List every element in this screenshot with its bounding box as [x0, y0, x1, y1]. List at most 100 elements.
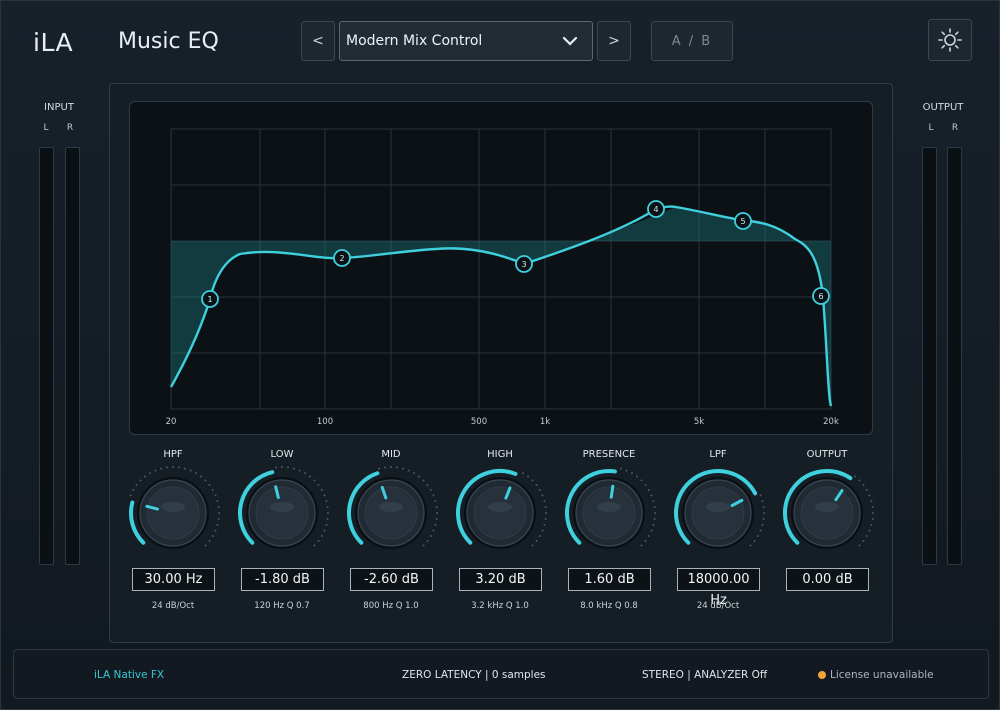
knob-track-dot [761, 500, 764, 503]
knob-track-dot [139, 479, 142, 482]
knob-dial[interactable] [450, 463, 550, 563]
knob-track-dot [320, 535, 323, 537]
knob-cap [473, 486, 527, 540]
license-status-dot [818, 671, 826, 679]
output-meter-title: OUTPUT [922, 102, 964, 113]
knob-track-dot [183, 467, 186, 470]
knob-track-dot [132, 489, 135, 491]
knob-track-dot [200, 475, 202, 478]
knob-high[interactable]: HIGH 3.20 dB 3.2 kHz Q 1.0 [450, 449, 550, 619]
knob-track-dot [172, 466, 174, 468]
knob-value-field[interactable]: 18000.00 Hz [677, 568, 760, 608]
knob-track-dot [204, 544, 207, 547]
preset-dropdown[interactable]: Modern Mix Control [339, 21, 593, 61]
knob-pointer [834, 489, 844, 502]
knob-track-dot [871, 518, 874, 520]
knob-track-dot [871, 506, 874, 508]
knob-value-arc [129, 500, 146, 545]
knob-value-field[interactable]: 3.20 dB [459, 568, 542, 591]
knob-track-dot [413, 472, 415, 475]
knob-track-dot [323, 529, 326, 532]
knob-track-dot [211, 489, 214, 491]
knob-track-dot [759, 494, 762, 497]
knob-value-arc [456, 469, 518, 545]
knob-output[interactable]: OUTPUT 0.00 dB [777, 449, 877, 619]
knob-dial[interactable] [232, 463, 332, 563]
knob-value-arc [565, 469, 617, 545]
knob-track-dot [135, 484, 138, 486]
input-meter-title: INPUT [44, 102, 74, 113]
knob-dial[interactable] [123, 463, 223, 563]
knob-track-dot [422, 544, 425, 547]
knob-title: PRESENCE [582, 449, 636, 460]
knob-value-field[interactable]: 30.00 Hz [132, 568, 215, 591]
eq-fill-area [171, 207, 831, 406]
knob-dial[interactable] [341, 463, 441, 563]
knob-hpf[interactable]: HPF 30.00 Hz 24 dB/Oct [123, 449, 223, 619]
knob-sub-label: 3.2 kHz Q 1.0 [471, 601, 529, 611]
output-left-label: L [928, 123, 934, 133]
knob-dial[interactable] [668, 463, 768, 563]
eq-graph[interactable]: 1 2 3 4 5 6 20 100 500 1k 5k 20k [129, 101, 873, 435]
stereo-analyzer-status: STEREO | ANALYZER Off [642, 669, 768, 681]
eq-node-2[interactable]: 2 [333, 249, 351, 267]
knob-lpf[interactable]: LPF 18000.00 Hz 24 dB/Oct [668, 449, 768, 619]
knob-dial[interactable] [777, 463, 877, 563]
knob-track-dot [650, 494, 653, 497]
eq-node-3[interactable]: 3 [515, 255, 533, 273]
knob-track-dot [189, 469, 192, 472]
knob-track-dot [527, 475, 529, 478]
knob-track-dot [327, 512, 329, 514]
eq-nodes: 1 2 3 4 5 6 [201, 200, 830, 308]
latency-status: ZERO LATENCY | 0 samples [402, 669, 546, 681]
knob-value-field[interactable]: 1.60 dB [568, 568, 651, 591]
knob-track-dot [407, 469, 410, 472]
eq-graph-svg: 1 2 3 4 5 6 20 100 500 1k 5k 20k [166, 128, 839, 427]
knob-track-dot [640, 544, 643, 547]
knob-title: LPF [709, 449, 727, 460]
knob-track-dot [640, 479, 643, 482]
eq-curve [169, 205, 833, 407]
eq-node-4[interactable]: 4 [647, 200, 665, 218]
knob-highlight [706, 502, 730, 512]
eq-node-6[interactable]: 6 [812, 287, 830, 305]
eq-node-5[interactable]: 5 [734, 212, 752, 230]
knob-value-field[interactable]: -2.60 dB [350, 568, 433, 591]
ab-compare-button[interactable]: A / B [651, 21, 733, 61]
next-preset-button[interactable]: > [597, 21, 631, 61]
knob-track-dot [195, 472, 197, 475]
knob-mid[interactable]: MID -2.60 dB 800 Hz Q 1.0 [341, 449, 441, 619]
knob-dial[interactable] [559, 463, 659, 563]
input-meter-left [39, 147, 54, 565]
knob-track-dot [647, 535, 650, 537]
knob-value-field[interactable]: -1.80 dB [241, 568, 324, 591]
knob-presence[interactable]: PRESENCE 1.60 dB 8.0 kHz Q 0.8 [559, 449, 659, 619]
knob-sub-label: 120 Hz Q 0.7 [254, 601, 310, 611]
freq-label: 5k [694, 417, 704, 427]
license-status: License unavailable [830, 669, 934, 681]
knob-track-dot [650, 529, 653, 532]
knob-track-dot [378, 467, 381, 470]
knob-track-dot [434, 500, 437, 503]
knob-track-dot [858, 479, 861, 482]
knob-track-dot [426, 484, 429, 486]
svg-text:1: 1 [207, 295, 212, 304]
previous-preset-button[interactable]: < [301, 21, 335, 61]
knob-track-dot [326, 518, 329, 520]
svg-text:4: 4 [653, 205, 658, 214]
knob-track-dot [211, 535, 214, 537]
knob-track-dot [756, 535, 759, 537]
eq-node-1[interactable]: 1 [201, 290, 219, 308]
knob-highlight [270, 502, 294, 512]
status-bar: iLA Native FX ZERO LATENCY | 0 samples S… [13, 649, 989, 699]
knob-track-dot [298, 469, 301, 472]
knob-track-dot [636, 475, 638, 478]
knob-track-dot [538, 535, 541, 537]
knob-title: MID [381, 449, 401, 460]
knob-low[interactable]: LOW -1.80 dB 120 Hz Q 0.7 [232, 449, 332, 619]
graph-frame [170, 128, 832, 410]
sun-icon [938, 28, 962, 52]
knob-value-field[interactable]: 0.00 dB [786, 568, 869, 591]
settings-button[interactable] [928, 19, 972, 61]
svg-text:2: 2 [339, 254, 344, 263]
